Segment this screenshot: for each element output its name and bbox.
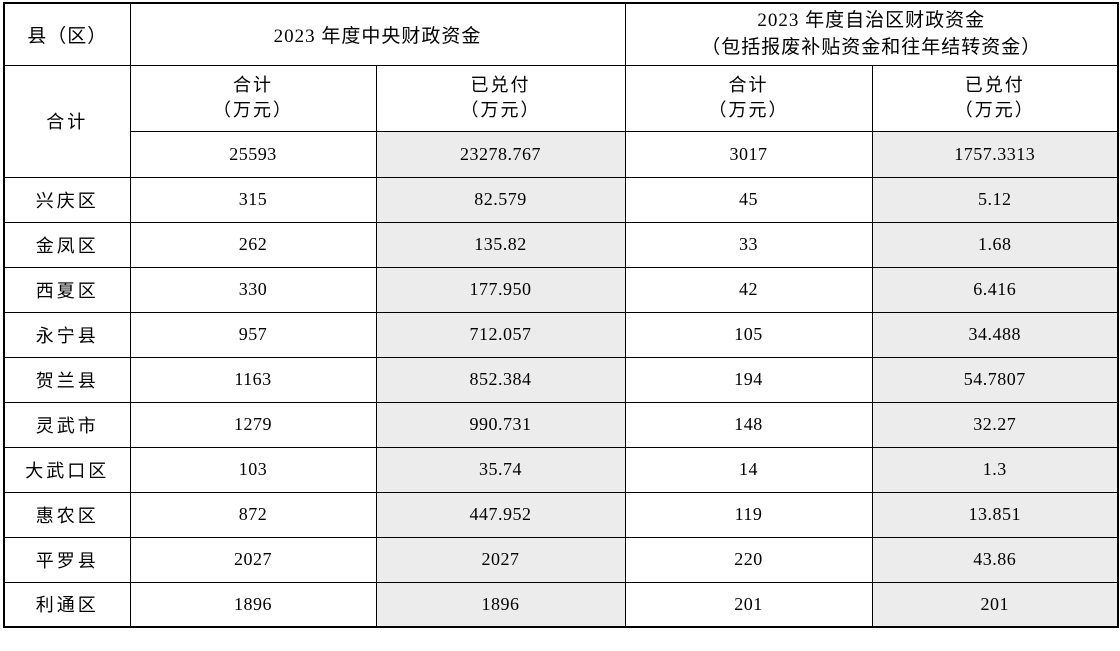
row-label: 金凤区	[3, 221, 131, 268]
cell-central-paid: 177.950	[375, 266, 626, 313]
cell-regional-total: 119	[624, 491, 873, 538]
cell-regional-total: 45	[624, 176, 873, 223]
cell-regional-total: 148	[624, 401, 873, 448]
central-paid-header-unit: （万元）	[460, 100, 541, 120]
cell-regional-paid: 54.7807	[871, 356, 1119, 403]
table-row: 大武口区 103 35.74 14 1.3	[3, 446, 1119, 493]
cell-central-total: 1896	[129, 581, 377, 628]
row-label: 大武口区	[3, 446, 131, 493]
regional-funds-header-line2: （包括报废补贴资金和往年结转资金）	[701, 37, 1042, 59]
row-label: 贺兰县	[3, 356, 131, 403]
funding-table: 县（区） 2023 年度中央财政资金 2023 年度自治区财政资金 （包括报废补…	[3, 2, 1120, 628]
row-label: 惠农区	[3, 491, 131, 538]
summary-values-row: 25593 23278.767 3017 1757.3313	[4, 130, 1119, 178]
cell-regional-paid: 43.86	[871, 536, 1119, 583]
cell-central-paid: 447.952	[375, 491, 626, 538]
table-row: 永宁县 957 712.057 105 34.488	[3, 311, 1119, 358]
cell-regional-total: 194	[624, 356, 873, 403]
cell-central-total: 330	[129, 266, 377, 313]
regional-funds-header: 2023 年度自治区财政资金 （包括报废补贴资金和往年结转资金）	[624, 2, 1119, 66]
regional-funds-header-line1: 2023 年度自治区财政资金	[757, 9, 986, 31]
regional-total-header-label: 合计	[728, 74, 769, 95]
cell-central-paid: 35.74	[375, 446, 626, 493]
cell-regional-paid: 1.3	[871, 446, 1119, 493]
cell-central-paid: 712.057	[375, 311, 626, 358]
cell-regional-total: 42	[624, 266, 873, 313]
row-label: 西夏区	[3, 266, 131, 313]
central-total-header-unit: （万元）	[213, 100, 293, 120]
summary-central-total: 25593	[129, 130, 377, 178]
cell-central-paid: 1896	[375, 581, 626, 628]
row-label: 灵武市	[3, 401, 131, 448]
cell-central-paid: 82.579	[375, 176, 626, 223]
table-row: 惠农区 872 447.952 119 13.851	[3, 491, 1119, 538]
cell-regional-total: 14	[624, 446, 873, 493]
row-label: 永宁县	[3, 311, 131, 358]
table-row: 兴庆区 315 82.579 45 5.12	[3, 176, 1119, 223]
cell-regional-paid: 6.416	[871, 266, 1119, 313]
table-row: 贺兰县 1163 852.384 194 54.7807	[3, 356, 1119, 403]
cell-regional-paid: 13.851	[871, 491, 1119, 538]
cell-central-total: 2027	[129, 536, 377, 583]
cell-central-total: 103	[129, 446, 377, 493]
central-total-header: 合计 （万元）	[129, 64, 377, 132]
table-row: 平罗县 2027 2027 220 43.86	[3, 536, 1119, 583]
table-row: 灵武市 1279 990.731 148 32.27	[3, 401, 1119, 448]
summary-regional-total: 3017	[624, 130, 873, 178]
cell-central-paid: 135.82	[375, 221, 626, 268]
cell-regional-paid: 1.68	[871, 221, 1119, 268]
regional-total-header: 合计 （万元）	[624, 64, 873, 132]
cell-central-paid: 852.384	[375, 356, 626, 403]
central-paid-header-label: 已兑付	[470, 74, 531, 95]
cell-central-total: 957	[129, 311, 377, 358]
central-total-header-label: 合计	[233, 74, 273, 95]
row-label: 利通区	[3, 581, 131, 628]
central-funds-header: 2023 年度中央财政资金	[129, 2, 626, 66]
cell-regional-paid: 5.12	[871, 176, 1119, 223]
row-label: 兴庆区	[3, 176, 131, 223]
cell-regional-total: 105	[624, 311, 873, 358]
regional-paid-header-unit: （万元）	[954, 100, 1035, 120]
summary-regional-paid: 1757.3313	[871, 130, 1119, 178]
header-row-measures: 合计 合计 （万元） 已兑付 （万元） 合计 （万元） 已兑付 （万元）	[3, 64, 1119, 178]
cell-central-total: 315	[129, 176, 377, 223]
regional-paid-header-label: 已兑付	[964, 74, 1025, 95]
cell-regional-paid: 34.488	[871, 311, 1119, 358]
cell-regional-total: 201	[624, 581, 873, 628]
cell-central-total: 262	[129, 221, 377, 268]
cell-central-paid: 2027	[375, 536, 626, 583]
summary-central-paid: 23278.767	[375, 130, 626, 178]
table-row: 西夏区 330 177.950 42 6.416	[3, 266, 1119, 313]
cell-regional-paid: 32.27	[871, 401, 1119, 448]
table-row: 利通区 1896 1896 201 201	[3, 581, 1119, 628]
cell-central-paid: 990.731	[375, 401, 626, 448]
table-row: 金凤区 262 135.82 33 1.68	[3, 221, 1119, 268]
row-label: 平罗县	[3, 536, 131, 583]
central-paid-header: 已兑付 （万元）	[375, 64, 626, 132]
cell-central-total: 872	[129, 491, 377, 538]
cell-central-total: 1279	[129, 401, 377, 448]
cell-regional-total: 220	[624, 536, 873, 583]
cell-central-total: 1163	[129, 356, 377, 403]
cell-regional-total: 33	[624, 221, 873, 268]
summary-row-label: 合计	[3, 64, 131, 178]
header-row-groups: 县（区） 2023 年度中央财政资金 2023 年度自治区财政资金 （包括报废补…	[3, 2, 1119, 66]
regional-total-header-unit: （万元）	[708, 100, 789, 120]
corner-header: 县（区）	[3, 2, 131, 66]
regional-paid-header: 已兑付 （万元）	[871, 64, 1119, 132]
cell-regional-paid: 201	[871, 581, 1119, 628]
